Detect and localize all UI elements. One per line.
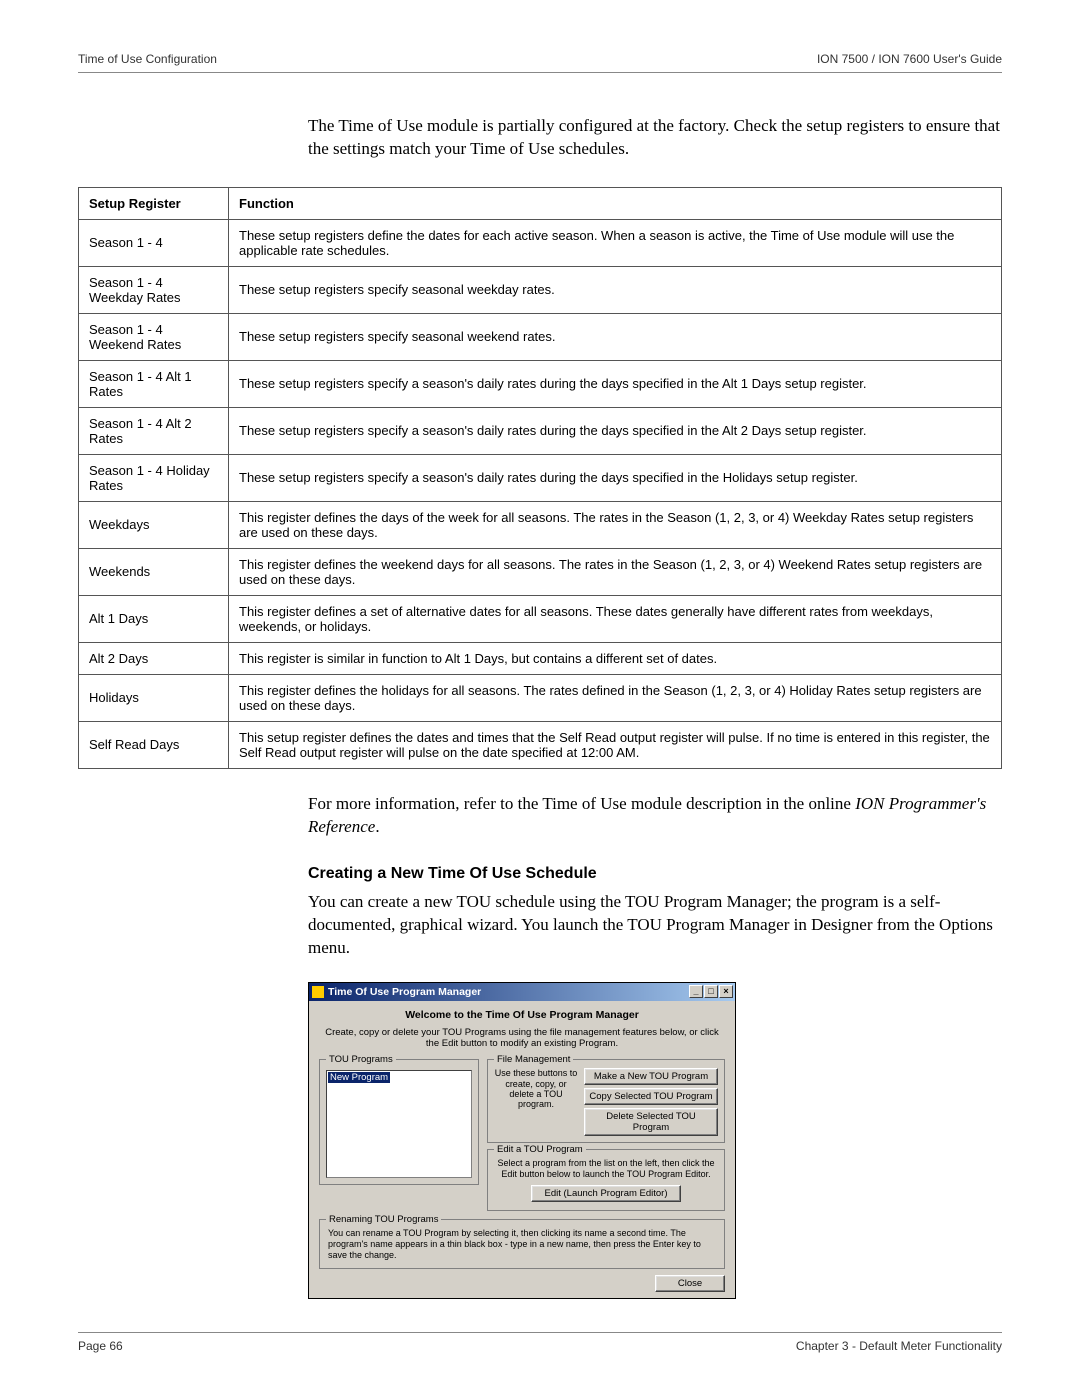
cell-function: This register defines the weekend days f… bbox=[229, 548, 1002, 595]
cell-function: These setup registers specify a season's… bbox=[229, 407, 1002, 454]
file-management-fieldset: File Management Use these buttons to cre… bbox=[487, 1059, 725, 1143]
table-row: Season 1 - 4 Alt 2 RatesThese setup regi… bbox=[79, 407, 1002, 454]
after-table-text: For more information, refer to the Time … bbox=[308, 794, 855, 813]
setup-register-table: Setup Register Function Season 1 - 4Thes… bbox=[78, 187, 1002, 769]
table-row: WeekdaysThis register defines the days o… bbox=[79, 501, 1002, 548]
rename-tou-legend: Renaming TOU Programs bbox=[326, 1214, 441, 1225]
table-row: Season 1 - 4 Weekend RatesThese setup re… bbox=[79, 313, 1002, 360]
table-row: Alt 2 DaysThis register is similar in fu… bbox=[79, 642, 1002, 674]
table-row: Self Read DaysThis setup register define… bbox=[79, 721, 1002, 768]
file-management-legend: File Management bbox=[494, 1054, 573, 1065]
dialog-welcome: Welcome to the Time Of Use Program Manag… bbox=[319, 1009, 725, 1021]
cell-register: Season 1 - 4 bbox=[79, 219, 229, 266]
table-row: WeekendsThis register defines the weeken… bbox=[79, 548, 1002, 595]
table-row: Season 1 - 4 Weekday RatesThese setup re… bbox=[79, 266, 1002, 313]
minimize-button[interactable]: _ bbox=[689, 985, 703, 998]
table-row: HolidaysThis register defines the holida… bbox=[79, 674, 1002, 721]
dialog-close-button[interactable]: Close bbox=[655, 1275, 725, 1292]
edit-tou-text: Select a program from the list on the le… bbox=[494, 1158, 718, 1179]
table-header-function: Function bbox=[229, 187, 1002, 219]
table-row: Season 1 - 4 Holiday RatesThese setup re… bbox=[79, 454, 1002, 501]
cell-function: These setup registers specify a season's… bbox=[229, 454, 1002, 501]
cell-register: Season 1 - 4 Alt 1 Rates bbox=[79, 360, 229, 407]
rename-tou-fieldset: Renaming TOU Programs You can rename a T… bbox=[319, 1219, 725, 1269]
cell-function: This register defines the days of the we… bbox=[229, 501, 1002, 548]
cell-register: Holidays bbox=[79, 674, 229, 721]
after-table-period: . bbox=[375, 817, 379, 836]
dialog-title: Time Of Use Program Manager bbox=[328, 986, 481, 998]
cell-function: These setup registers specify a season's… bbox=[229, 360, 1002, 407]
tou-program-manager-dialog: Time Of Use Program Manager _ □ × Welcom… bbox=[308, 982, 736, 1300]
creating-schedule-heading: Creating a New Time Of Use Schedule bbox=[308, 865, 1002, 883]
list-item[interactable]: New Program bbox=[328, 1072, 390, 1083]
file-management-text: Use these buttons to create, copy, or de… bbox=[494, 1068, 578, 1136]
cell-register: Season 1 - 4 Holiday Rates bbox=[79, 454, 229, 501]
footer-left: Page 66 bbox=[78, 1339, 123, 1353]
edit-launch-button[interactable]: Edit (Launch Program Editor) bbox=[531, 1185, 681, 1202]
intro-paragraph: The Time of Use module is partially conf… bbox=[308, 115, 1002, 161]
page-header: Time of Use Configuration ION 7500 / ION… bbox=[78, 52, 1002, 73]
table-row: Season 1 - 4These setup registers define… bbox=[79, 219, 1002, 266]
make-new-tou-button[interactable]: Make a New TOU Program bbox=[584, 1068, 718, 1085]
cell-function: This register defines the holidays for a… bbox=[229, 674, 1002, 721]
creating-schedule-body: You can create a new TOU schedule using … bbox=[308, 891, 1002, 960]
table-header-register: Setup Register bbox=[79, 187, 229, 219]
footer-right: Chapter 3 - Default Meter Functionality bbox=[796, 1339, 1002, 1353]
dialog-subtext: Create, copy or delete your TOU Programs… bbox=[319, 1027, 725, 1050]
dialog-titlebar[interactable]: Time Of Use Program Manager _ □ × bbox=[309, 983, 735, 1001]
cell-function: These setup registers specify seasonal w… bbox=[229, 266, 1002, 313]
page-footer: Page 66 Chapter 3 - Default Meter Functi… bbox=[78, 1332, 1002, 1353]
rename-tou-text: You can rename a TOU Program by selectin… bbox=[328, 1228, 716, 1260]
app-icon bbox=[312, 986, 324, 998]
after-table-paragraph: For more information, refer to the Time … bbox=[308, 793, 1002, 839]
cell-function: This register is similar in function to … bbox=[229, 642, 1002, 674]
cell-register: Weekdays bbox=[79, 501, 229, 548]
cell-register: Season 1 - 4 Weekend Rates bbox=[79, 313, 229, 360]
tou-programs-fieldset: TOU Programs New Program bbox=[319, 1059, 479, 1185]
cell-function: These setup registers define the dates f… bbox=[229, 219, 1002, 266]
table-row: Alt 1 DaysThis register defines a set of… bbox=[79, 595, 1002, 642]
copy-tou-button[interactable]: Copy Selected TOU Program bbox=[584, 1088, 718, 1105]
cell-register: Self Read Days bbox=[79, 721, 229, 768]
maximize-button[interactable]: □ bbox=[704, 985, 718, 998]
edit-tou-legend: Edit a TOU Program bbox=[494, 1144, 586, 1155]
cell-function: This register defines a set of alternati… bbox=[229, 595, 1002, 642]
cell-register: Season 1 - 4 Weekday Rates bbox=[79, 266, 229, 313]
tou-programs-legend: TOU Programs bbox=[326, 1054, 396, 1065]
edit-tou-fieldset: Edit a TOU Program Select a program from… bbox=[487, 1149, 725, 1211]
cell-register: Season 1 - 4 Alt 2 Rates bbox=[79, 407, 229, 454]
delete-tou-button[interactable]: Delete Selected TOU Program bbox=[584, 1108, 718, 1136]
close-button[interactable]: × bbox=[719, 985, 733, 998]
cell-register: Alt 2 Days bbox=[79, 642, 229, 674]
header-left: Time of Use Configuration bbox=[78, 52, 217, 66]
cell-function: This setup register defines the dates an… bbox=[229, 721, 1002, 768]
header-right: ION 7500 / ION 7600 User's Guide bbox=[817, 52, 1002, 66]
cell-register: Weekends bbox=[79, 548, 229, 595]
table-row: Season 1 - 4 Alt 1 RatesThese setup regi… bbox=[79, 360, 1002, 407]
tou-programs-listbox[interactable]: New Program bbox=[326, 1070, 472, 1178]
cell-register: Alt 1 Days bbox=[79, 595, 229, 642]
cell-function: These setup registers specify seasonal w… bbox=[229, 313, 1002, 360]
